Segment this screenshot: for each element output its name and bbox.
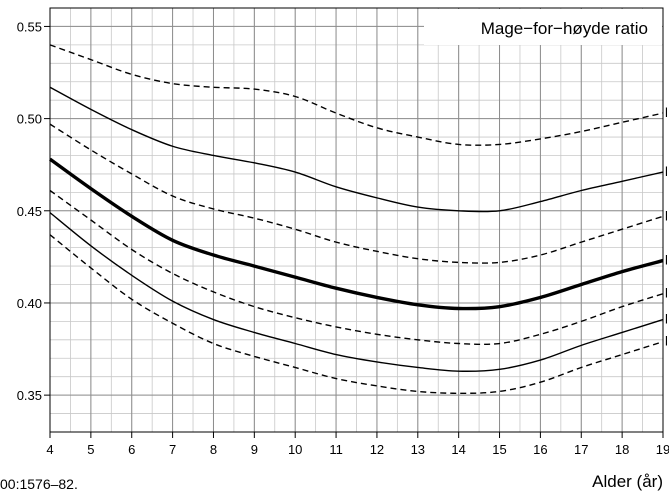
y-tick-label: 0.55 (17, 19, 42, 34)
y-tick-label: 0.35 (17, 388, 42, 403)
citation-text: 00:1576–82. (0, 476, 78, 492)
x-axis-label: Alder (år) (592, 472, 663, 491)
chart-title-background (424, 9, 662, 45)
right-label-7: l (665, 334, 668, 349)
x-tick-label: 14 (451, 442, 465, 457)
x-tick-label: 7 (169, 442, 176, 457)
plot-frame (49, 7, 664, 433)
centile-line-3 (49, 123, 664, 264)
y-tick-label: 0.40 (17, 296, 42, 311)
right-label-4: l (665, 253, 668, 268)
x-tick-label: 15 (492, 442, 506, 457)
y-axis: 0.35 0.40 0.45 0.50 0.55 (17, 19, 50, 403)
y-tick-label: 0.50 (17, 112, 42, 127)
centile-line-4 (49, 157, 664, 311)
centile-line-7 (49, 234, 664, 394)
x-tick-label: 9 (251, 442, 258, 457)
x-tick-label: 11 (329, 442, 343, 457)
y-tick-label: 0.45 (17, 204, 42, 219)
x-tick-label: 13 (411, 442, 425, 457)
right-label-3: l (665, 208, 668, 223)
x-tick-label: 5 (87, 442, 94, 457)
centile-line-2 (49, 86, 664, 213)
chart-title: Mage−for−høyde ratio (481, 19, 648, 38)
x-tick-label: 6 (128, 442, 135, 457)
right-label-2: l (665, 164, 668, 179)
right-label-6: l (665, 312, 668, 327)
centile-line-5 (49, 189, 664, 346)
x-tick-label: 4 (46, 442, 53, 457)
right-label-1: l (665, 105, 668, 120)
x-tick-label: 12 (370, 442, 384, 457)
x-tick-label: 8 (210, 442, 217, 457)
x-tick-label: 10 (288, 442, 302, 457)
right-label-5: l (665, 286, 668, 301)
centile-lines (49, 44, 664, 394)
x-tick-label: 17 (574, 442, 588, 457)
minor-grid (49, 7, 664, 433)
x-axis: 4 5 6 7 8 9 10 11 12 13 14 15 16 17 18 19 (46, 432, 669, 457)
x-tick-label: 18 (615, 442, 629, 457)
x-tick-label: 16 (533, 442, 547, 457)
x-tick-label: 19 (656, 442, 669, 457)
centile-line-6 (49, 212, 664, 372)
